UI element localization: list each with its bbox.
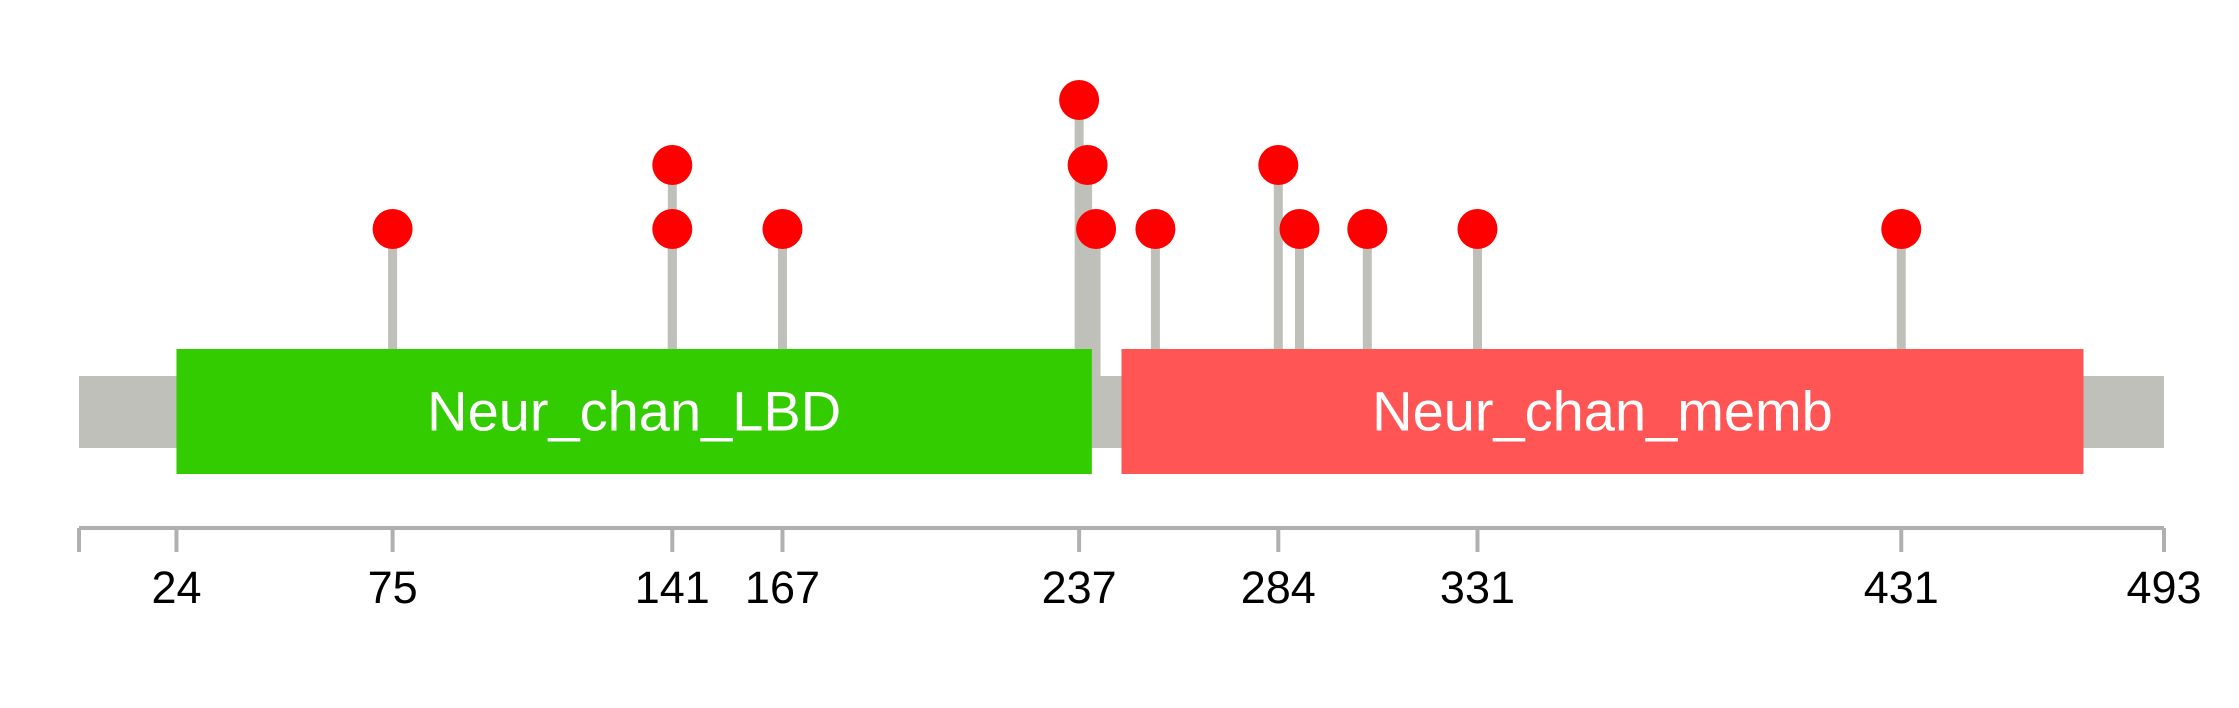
mutation-marker[interactable] — [1059, 80, 1100, 120]
axis-tick-label: 431 — [1864, 562, 1939, 613]
mutation-marker[interactable] — [1076, 209, 1117, 249]
mutation-marker[interactable] — [1258, 145, 1299, 185]
axis-tick-label: 493 — [2126, 562, 2201, 613]
mutation-marker[interactable] — [1881, 209, 1922, 249]
domains-layer: Neur_chan_LBD Neur_chan_memb — [176, 349, 2084, 474]
mutation-marker[interactable] — [1457, 209, 1498, 249]
mutation-marker[interactable] — [1067, 145, 1108, 185]
domain-box — [176, 349, 1092, 474]
domain-neur-chan-lbd: Neur_chan_LBD — [176, 349, 1092, 474]
domain-box — [1121, 349, 2084, 474]
axis-tick-label: 141 — [635, 562, 710, 613]
mutation-markers-layer — [372, 80, 1922, 249]
mutation-marker[interactable] — [1135, 209, 1176, 249]
mutation-marker[interactable] — [1347, 209, 1388, 249]
domain-neur-chan-memb: Neur_chan_memb — [1121, 349, 2084, 474]
mutation-marker[interactable] — [762, 209, 803, 249]
domain-label: Neur_chan_LBD — [427, 380, 841, 443]
axis-tick-label: 167 — [745, 562, 820, 613]
axis-tick-label: 331 — [1440, 562, 1515, 613]
mutation-marker[interactable] — [652, 209, 693, 249]
axis-tick-label: 284 — [1241, 562, 1316, 613]
mutation-marker[interactable] — [652, 145, 693, 185]
position-axis: 24 75 141 167 237 284 331 431 493 — [77, 526, 2202, 613]
axis-tick-label: 24 — [151, 562, 201, 613]
mutation-marker[interactable] — [1279, 209, 1320, 249]
domain-label: Neur_chan_memb — [1372, 380, 1833, 443]
axis-tick-label: 237 — [1042, 562, 1117, 613]
axis-tick-label: 75 — [368, 562, 418, 613]
mutation-marker[interactable] — [372, 209, 413, 249]
